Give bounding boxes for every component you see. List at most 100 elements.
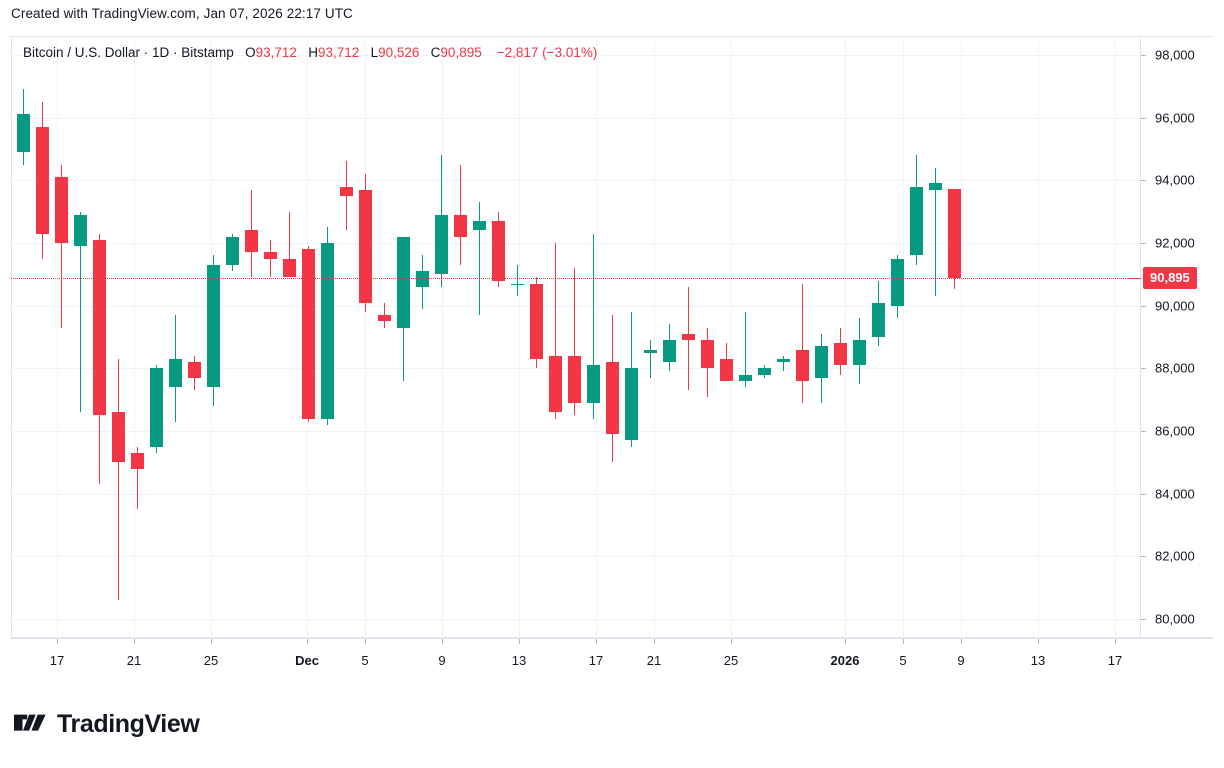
candle-body[interactable] — [511, 283, 524, 286]
candle-body[interactable] — [606, 362, 619, 435]
legend-low-value: 90,526 — [378, 45, 420, 60]
vertical-gridline — [845, 36, 846, 638]
candle-body[interactable] — [872, 302, 885, 337]
candle-wick — [479, 202, 480, 316]
time-axis-tick — [845, 639, 846, 644]
candle-body[interactable] — [416, 271, 429, 287]
legend-close-value: 90,895 — [440, 45, 482, 60]
price-axis-tick — [1141, 180, 1146, 182]
candle-body[interactable] — [473, 220, 486, 231]
candle-body[interactable] — [492, 220, 505, 281]
horizontal-gridline — [11, 180, 1140, 182]
candle-body[interactable] — [625, 368, 638, 441]
candle-body[interactable] — [834, 343, 847, 366]
candle-body[interactable] — [226, 236, 239, 265]
candle-body[interactable] — [663, 340, 676, 363]
candle-body[interactable] — [929, 183, 942, 190]
horizontal-gridline — [11, 556, 1140, 558]
legend-high-value: 93,712 — [317, 45, 360, 60]
attribution-text: Created with TradingView.com, Jan 07, 20… — [11, 6, 353, 21]
tradingview-logo-icon — [14, 714, 46, 731]
time-axis-label: 13 — [1030, 653, 1046, 668]
candle-body[interactable] — [55, 177, 68, 243]
candle-body[interactable] — [853, 340, 866, 366]
price-axis-label: 98,000 — [1155, 47, 1195, 63]
candle-body[interactable] — [739, 374, 752, 381]
candle-body[interactable] — [568, 355, 581, 403]
current-price-line — [11, 277, 1140, 279]
candle-body[interactable] — [112, 412, 125, 463]
candle-body[interactable] — [74, 214, 87, 247]
candle-body[interactable] — [758, 368, 771, 375]
candle-body[interactable] — [891, 258, 904, 306]
legend-high-key: H — [308, 45, 318, 60]
time-axis-label: 21 — [126, 653, 142, 668]
horizontal-gridline — [11, 305, 1140, 307]
vertical-gridline — [1115, 36, 1116, 638]
candle-body[interactable] — [815, 346, 828, 378]
horizontal-gridline — [11, 493, 1140, 495]
chart-pane[interactable] — [11, 36, 1140, 638]
candle-body[interactable] — [36, 126, 49, 234]
candle-wick — [574, 268, 575, 416]
candle-body[interactable] — [93, 239, 106, 416]
current-price-badge[interactable]: 90,895 — [1143, 266, 1197, 289]
tradingview-wordmark: TradingView — [57, 710, 200, 738]
price-axis[interactable]: 98,000 96,000 94,000 92,000 90,000 88,000 86,0… — [1127, 36, 1224, 638]
candle-body[interactable] — [321, 242, 334, 419]
candle-body[interactable] — [378, 315, 391, 322]
candle-body[interactable] — [796, 349, 809, 381]
time-axis[interactable]: 17 21 25 Dec 5 9 13 17 21 25 2026 5 9 13 17 — [11, 638, 1213, 678]
candle-body[interactable] — [150, 368, 163, 447]
candle-body[interactable] — [701, 340, 714, 369]
candle-body[interactable] — [359, 189, 372, 303]
candle-body[interactable] — [131, 453, 144, 469]
candle-body[interactable] — [264, 252, 277, 259]
time-axis-label: 25 — [203, 653, 219, 668]
time-axis-label: 13 — [511, 653, 527, 668]
candle-wick — [137, 446, 138, 510]
candle-body[interactable] — [283, 258, 296, 278]
candle-body[interactable] — [777, 358, 790, 363]
candle-body[interactable] — [454, 214, 467, 237]
price-axis-label: 94,000 — [1155, 172, 1195, 188]
price-axis-tick — [1141, 242, 1146, 244]
candle-body[interactable] — [188, 362, 201, 378]
candle-wick — [118, 358, 119, 601]
time-axis-label: 2026 — [830, 653, 860, 668]
candle-body[interactable] — [340, 186, 353, 196]
candle-body[interactable] — [17, 114, 30, 152]
chart-frame — [11, 36, 1213, 638]
candle-body[interactable] — [549, 355, 562, 413]
candle-body[interactable] — [587, 365, 600, 403]
candle-body[interactable] — [207, 264, 220, 388]
price-axis-label: 92,000 — [1155, 235, 1195, 251]
candle-body[interactable] — [530, 283, 543, 359]
price-axis-label: 96,000 — [1155, 110, 1195, 126]
candle-body[interactable] — [302, 249, 315, 419]
horizontal-gridline — [11, 117, 1140, 119]
candle-body[interactable] — [245, 230, 258, 253]
time-axis-label: 9 — [957, 653, 965, 668]
price-axis-tick — [1141, 305, 1146, 307]
time-axis-tick — [134, 639, 135, 644]
time-axis-label: 17 — [1107, 653, 1123, 668]
candle-body[interactable] — [397, 236, 410, 328]
vertical-gridline — [57, 36, 58, 638]
candle-body[interactable] — [682, 333, 695, 341]
legend-open-key: O — [245, 45, 256, 60]
candle-body[interactable] — [435, 214, 448, 275]
candle-body[interactable] — [948, 189, 961, 278]
candle-body[interactable] — [910, 186, 923, 256]
time-axis-tick — [596, 639, 597, 644]
candle-wick — [384, 302, 385, 328]
candle-body[interactable] — [644, 349, 657, 353]
price-axis-tick — [1141, 619, 1146, 621]
vertical-gridline — [365, 36, 366, 638]
time-axis-tick — [903, 639, 904, 644]
candle-body[interactable] — [720, 358, 733, 381]
horizontal-gridline — [11, 431, 1140, 433]
candle-body[interactable] — [169, 358, 182, 388]
legend-symbol[interactable]: Bitcoin / U.S. Dollar · 1D · Bitstamp — [23, 45, 234, 60]
time-axis-tick — [1038, 639, 1039, 644]
